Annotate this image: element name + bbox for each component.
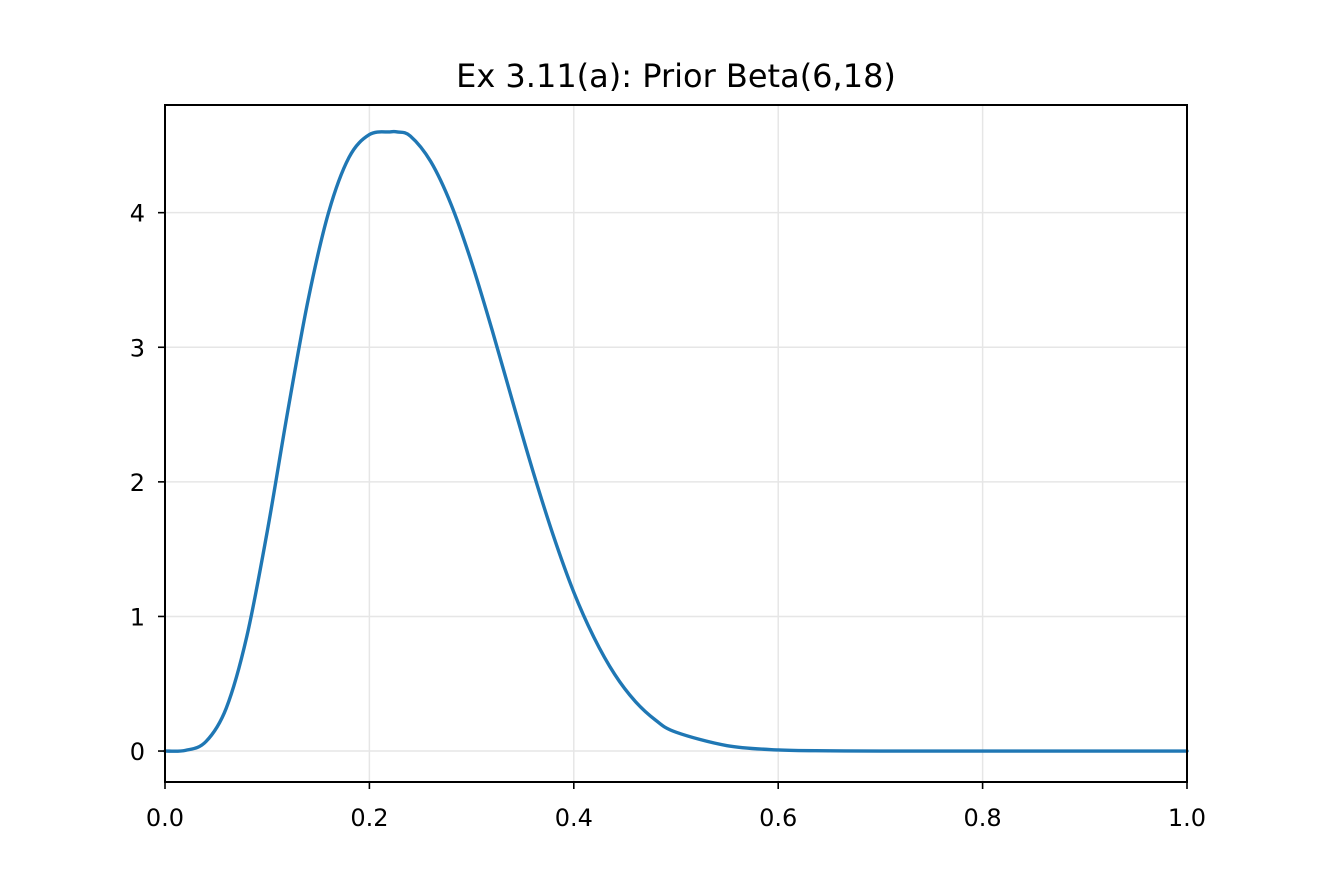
x-axis: 0.0 0.2 0.4 0.6 0.8 1.0: [146, 782, 1206, 832]
y-axis: 0 1 2 3 4: [130, 200, 165, 766]
x-tick-label-1: 0.2: [350, 804, 388, 832]
y-tick-label-4: 4: [130, 200, 145, 228]
x-tick-label-4: 0.8: [964, 804, 1002, 832]
y-tick-label-3: 3: [130, 334, 145, 362]
chart-title: Ex 3.11(a): Prior Beta(6,18): [456, 57, 896, 95]
series-layer: [163, 129, 1189, 753]
y-tick-label-1: 1: [130, 603, 145, 631]
grid: [164, 105, 1188, 782]
y-tick-label-2: 2: [130, 469, 145, 497]
y-tick-label-0: 0: [130, 738, 145, 766]
series-line-0: [163, 129, 1189, 753]
x-tick-label-3: 0.6: [759, 804, 797, 832]
plot-frame: [164, 104, 1188, 783]
x-tick-label-0: 0.0: [146, 804, 184, 832]
x-tick-label-5: 1.0: [1168, 804, 1206, 832]
x-tick-label-2: 0.4: [555, 804, 593, 832]
